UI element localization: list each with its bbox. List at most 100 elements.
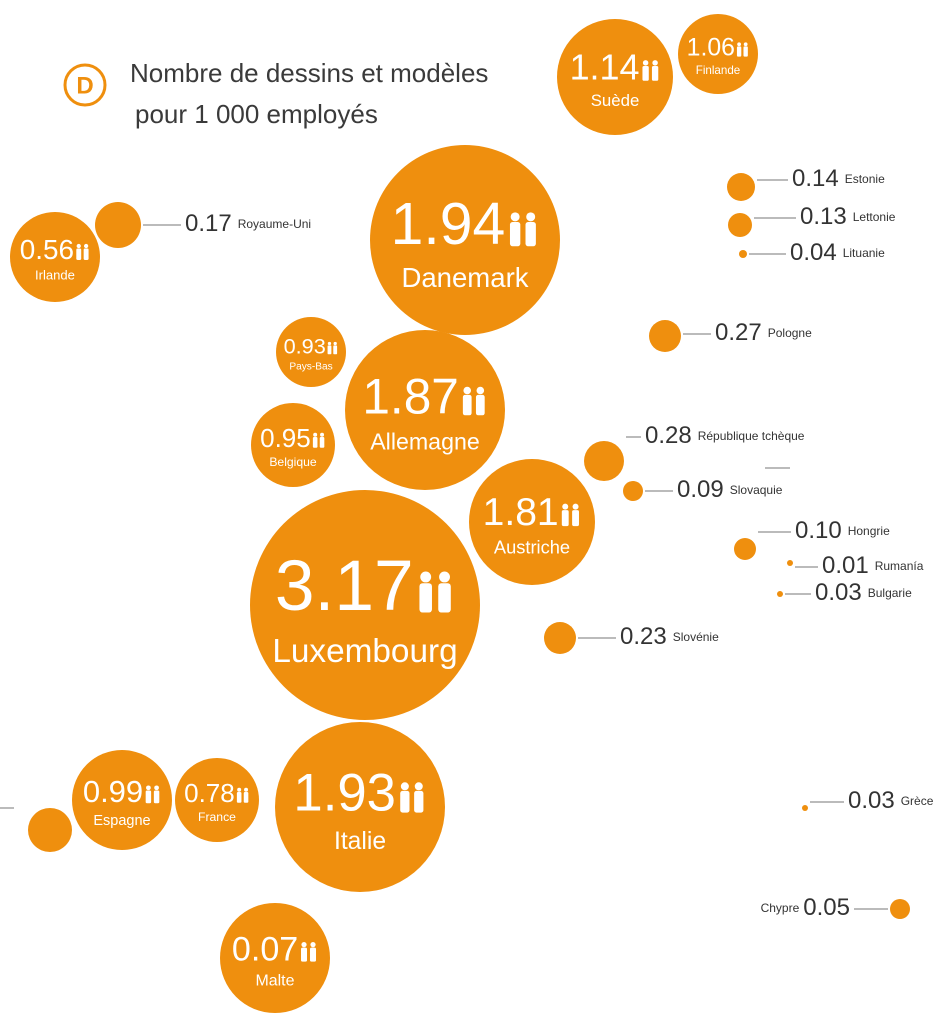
bubble xyxy=(623,481,643,501)
icon-body xyxy=(736,46,742,57)
icon-body xyxy=(525,222,536,247)
bubble xyxy=(544,622,576,654)
people-icon xyxy=(145,785,160,804)
value-label: 0.10 xyxy=(795,517,842,544)
icon-head xyxy=(510,212,520,222)
icon-head xyxy=(301,942,307,948)
icon-body xyxy=(419,583,432,613)
outside-label: 0.10 Hongrie xyxy=(795,517,890,544)
icon-body xyxy=(462,394,472,416)
icon-head xyxy=(652,60,658,66)
value-label: 1.87 xyxy=(362,369,459,425)
value-label: 0.04 xyxy=(790,239,837,266)
value-label: 0.05 xyxy=(803,894,850,921)
people-icon xyxy=(76,243,89,260)
icon-head xyxy=(76,243,81,249)
icon-body xyxy=(145,790,152,804)
icon-head xyxy=(320,432,325,437)
people-icon xyxy=(301,942,317,962)
icon-head xyxy=(237,787,242,792)
category-label: Belgique xyxy=(269,455,317,469)
bubble xyxy=(469,459,595,585)
decor-bubble xyxy=(28,808,72,852)
icon-body xyxy=(743,46,748,57)
outside-label: 0.03 Bulgarie xyxy=(815,579,912,606)
icon-body xyxy=(301,947,308,962)
value-label: 1.93 xyxy=(293,764,396,823)
icon-head xyxy=(244,787,249,792)
icon-head xyxy=(420,571,432,583)
category-label: Malte xyxy=(256,972,295,989)
bubble xyxy=(802,805,808,811)
bubble xyxy=(250,490,480,720)
value-label: 0.78 xyxy=(184,778,235,808)
category-label: Suède xyxy=(591,91,640,110)
people-icon xyxy=(400,782,424,813)
value-label: 0.56 xyxy=(20,234,74,265)
people-icon xyxy=(312,432,325,448)
icon-body xyxy=(572,510,579,527)
icon-body xyxy=(83,248,89,260)
value-label: 0.03 xyxy=(848,787,895,814)
icon-head xyxy=(526,212,536,222)
bubble xyxy=(678,14,758,94)
category-label: Hongrie xyxy=(848,524,890,538)
icon-head xyxy=(333,341,337,346)
bubble xyxy=(72,750,172,850)
category-label: Italie xyxy=(334,828,386,855)
outside-label: 0.09 Slovaquie xyxy=(677,476,783,503)
icon-head xyxy=(310,942,316,948)
category-label: Chypre xyxy=(761,901,800,915)
icon-head xyxy=(414,782,423,791)
category-label: Austriche xyxy=(494,536,570,557)
icon-head xyxy=(737,42,742,47)
bubble xyxy=(220,903,330,1013)
icon-head xyxy=(327,341,332,346)
value-label: 0.07 xyxy=(232,930,298,968)
value-label: 0.23 xyxy=(620,623,667,650)
category-label: France xyxy=(198,810,236,824)
value-label: 0.93 xyxy=(284,334,326,359)
icon-head xyxy=(313,432,318,437)
category-label: Estonie xyxy=(845,172,885,186)
icon-head xyxy=(400,782,409,791)
icon-body xyxy=(153,790,160,804)
bubble xyxy=(649,320,681,352)
category-label: Irlande xyxy=(35,267,75,282)
icon-body xyxy=(243,792,249,803)
people-icon xyxy=(736,42,748,57)
bubble xyxy=(95,202,141,248)
category-label: Pologne xyxy=(768,326,812,340)
value-label: 0.13 xyxy=(800,203,847,230)
value-label: 0.99 xyxy=(83,774,143,809)
category-label: Grèce xyxy=(901,794,934,808)
outside-label: 0.03 Grèce xyxy=(848,787,934,814)
icon-body xyxy=(414,790,424,813)
bubble xyxy=(276,317,346,387)
bubble xyxy=(890,899,910,919)
category-label: République tchèque xyxy=(698,429,805,443)
icon-head xyxy=(146,785,151,791)
bubble xyxy=(728,213,752,237)
bubble xyxy=(777,591,783,597)
icon-head xyxy=(572,503,579,510)
people-icon xyxy=(462,386,485,416)
value-label: 0.03 xyxy=(815,579,862,606)
bubble xyxy=(10,212,100,302)
value-label: 1.14 xyxy=(570,47,640,88)
outside-label: 0.04 Lituanie xyxy=(790,239,885,266)
value-label: 1.81 xyxy=(483,491,559,534)
icon-body xyxy=(475,394,485,416)
bubble xyxy=(370,145,560,335)
value-label: 1.94 xyxy=(391,192,506,257)
category-label: Espagne xyxy=(93,813,150,829)
people-icon xyxy=(642,60,659,81)
value-label: 3.17 xyxy=(275,546,414,626)
category-label: Luxembourg xyxy=(272,633,457,670)
outside-label: 0.23 Slovénie xyxy=(620,623,719,650)
icon-head xyxy=(154,785,159,791)
value-label: 1.06 xyxy=(687,35,735,62)
icon-body xyxy=(561,510,569,527)
bubble xyxy=(345,330,505,490)
